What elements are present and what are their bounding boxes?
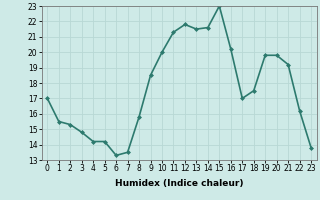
X-axis label: Humidex (Indice chaleur): Humidex (Indice chaleur) xyxy=(115,179,244,188)
